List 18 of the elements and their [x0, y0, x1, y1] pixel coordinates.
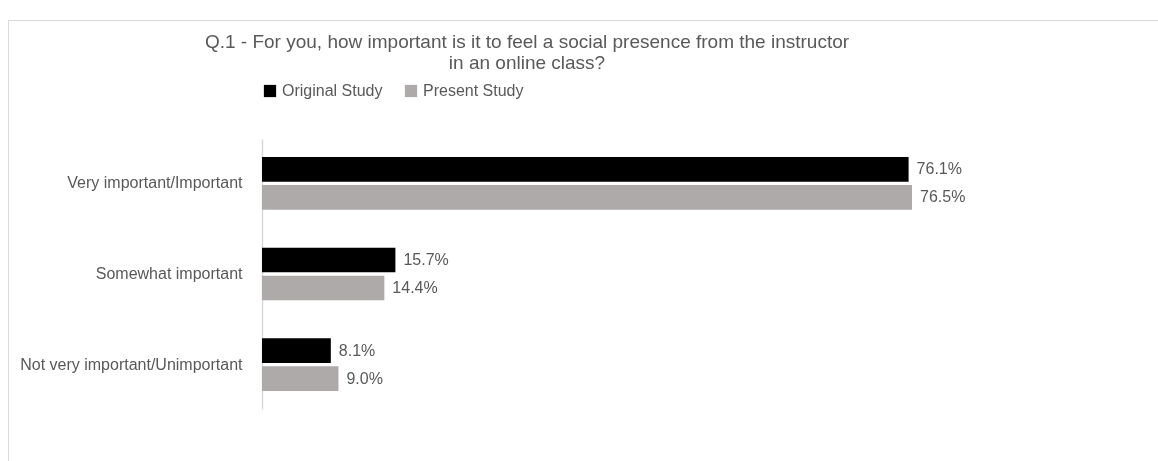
data-label: 8.1% — [338, 341, 376, 359]
bar — [262, 275, 385, 301]
y-tick-label: Somewhat important — [95, 265, 244, 282]
data-label: 14.4% — [392, 278, 438, 296]
bar — [262, 157, 909, 182]
data-label: 76.1% — [916, 160, 962, 178]
legend-label: Original Study — [282, 82, 383, 99]
legend-label: Present Study — [423, 82, 524, 99]
data-label: 76.5% — [920, 188, 966, 206]
y-tick-label: Very important/Important — [67, 174, 244, 192]
y-tick-label: Not very important/Unimportant — [20, 355, 244, 373]
bar — [262, 247, 396, 273]
bar — [262, 366, 339, 391]
data-label: 9.0% — [346, 369, 383, 387]
chart-title: Q.1 - For you, how important is it to feel a social presence from the instructor in an online class? — [204, 31, 850, 73]
data-label: 15.7% — [403, 251, 449, 269]
bar — [262, 185, 912, 210]
bar — [262, 338, 331, 363]
